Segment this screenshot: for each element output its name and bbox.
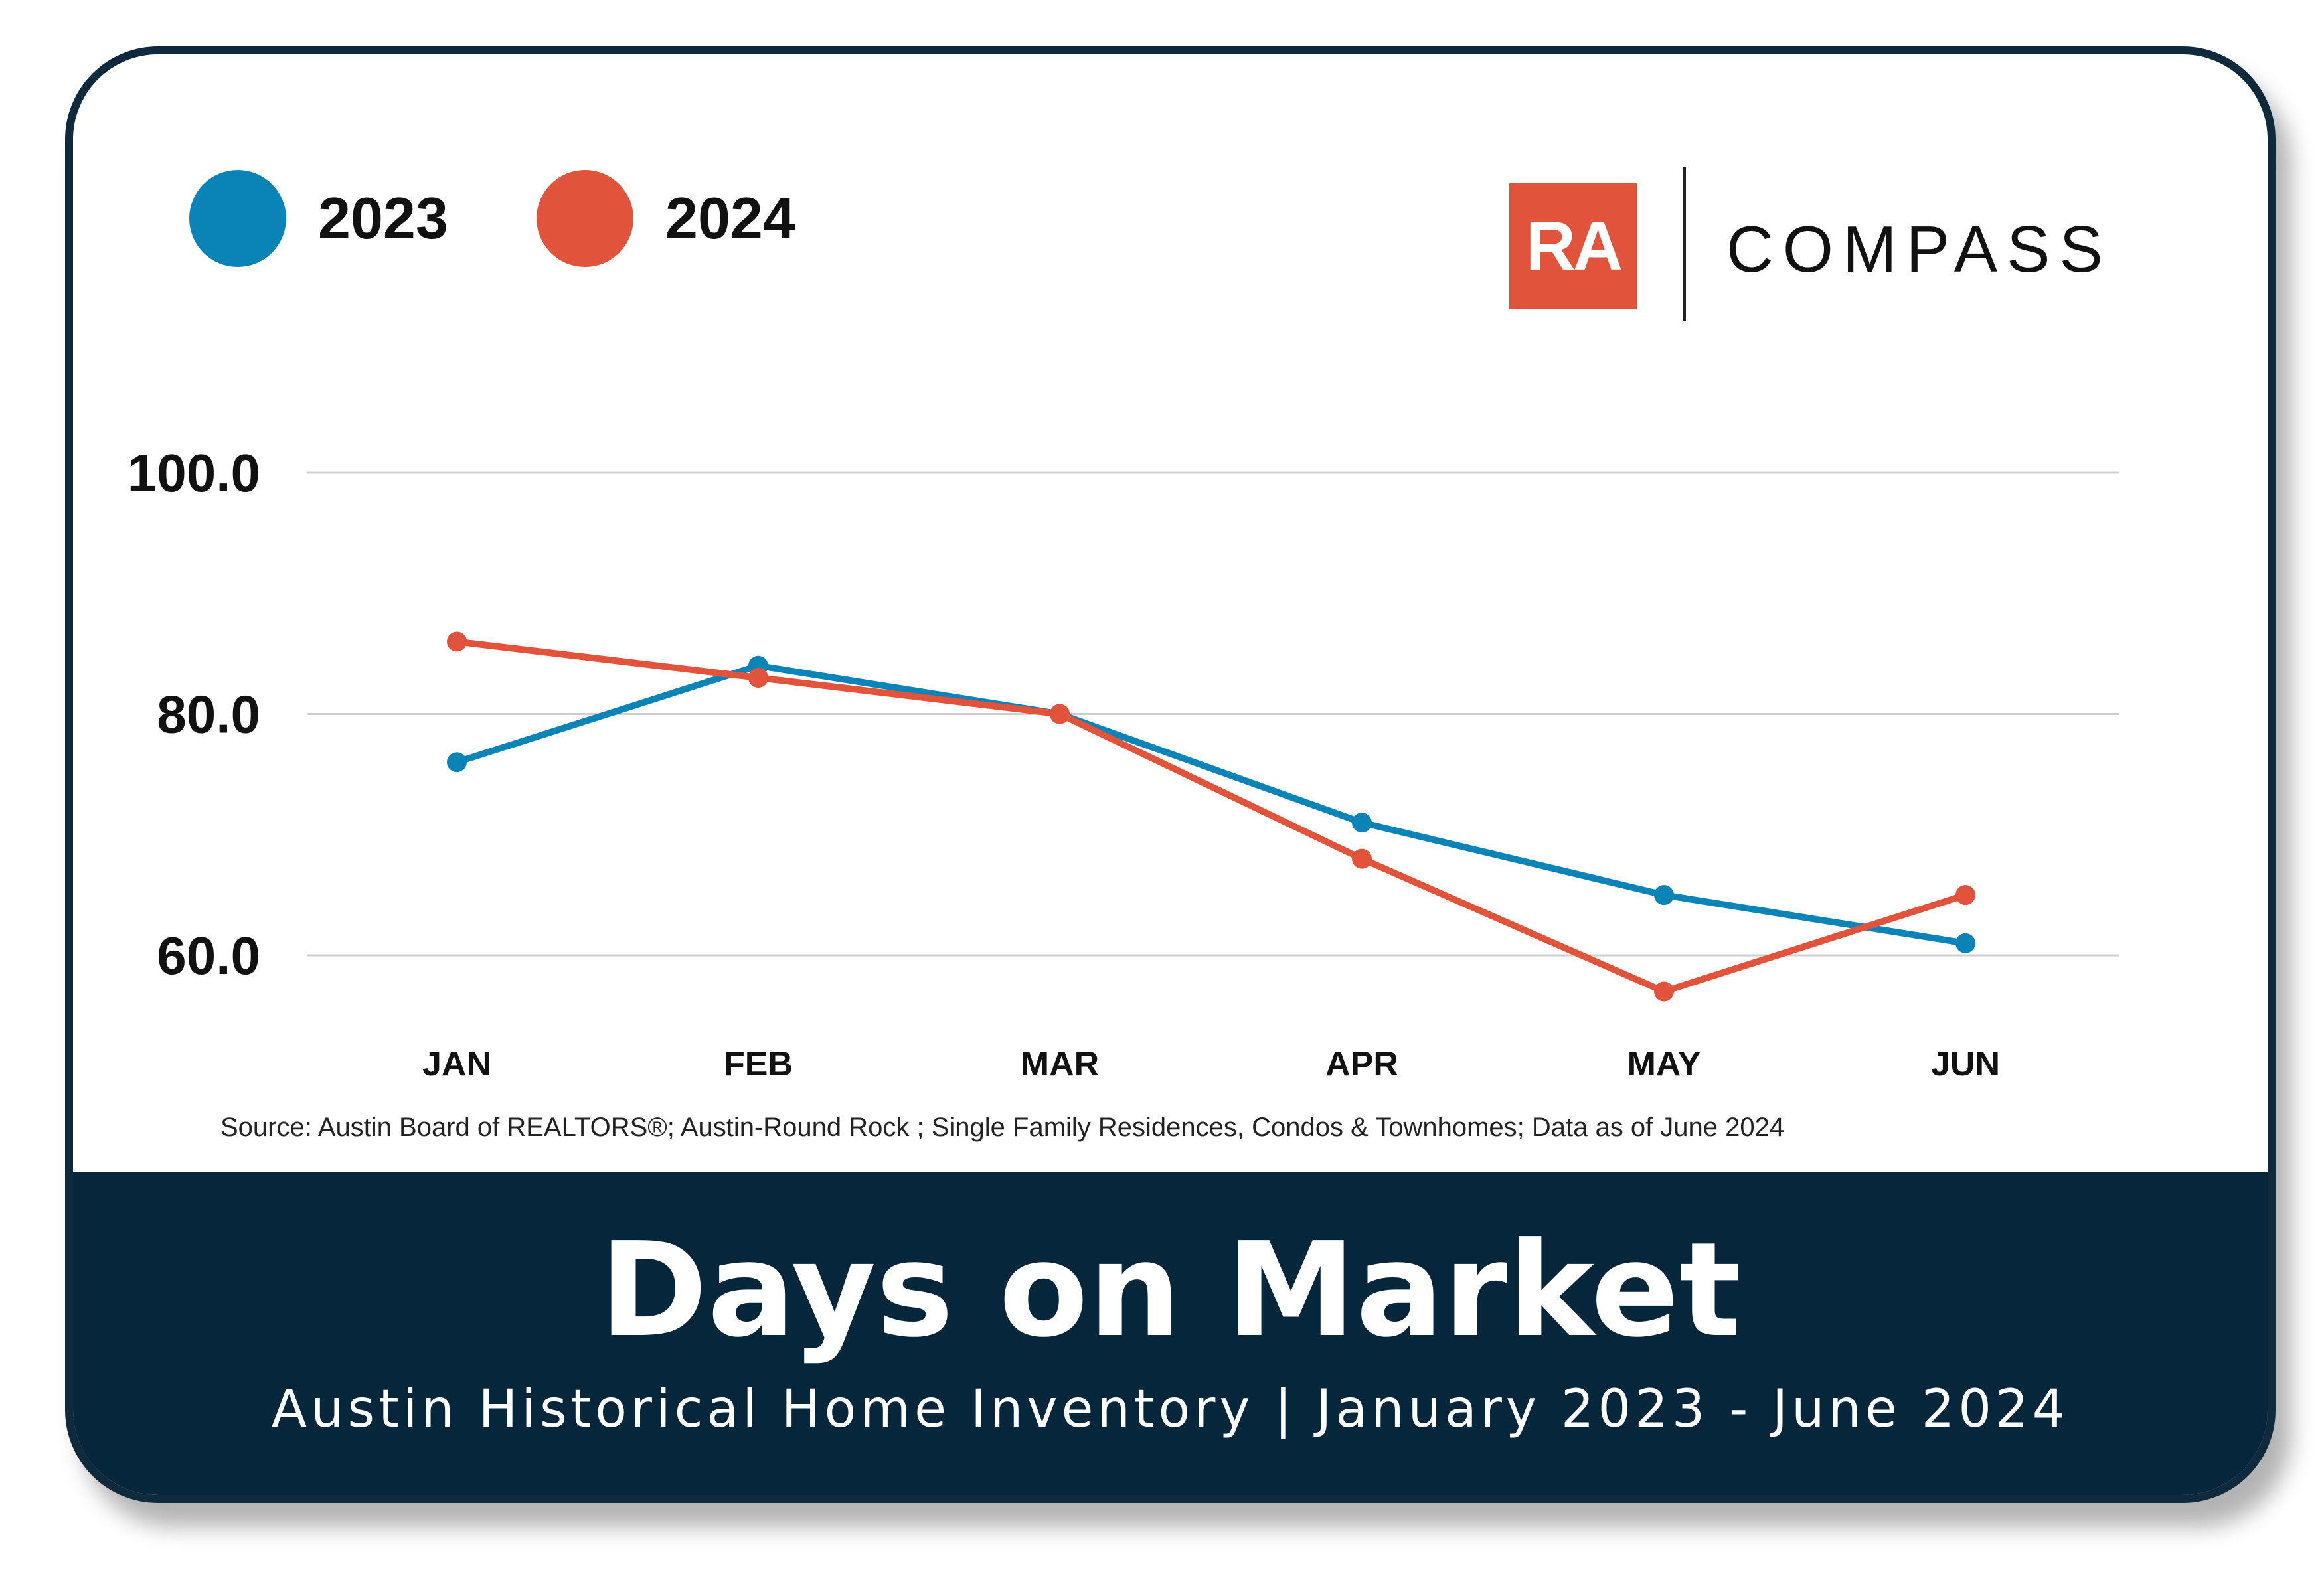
line-chart: 100.0 80.0 60.0 JAN FEB MAR APR MAY JUN	[127, 443, 2119, 1083]
logo-divider	[1683, 167, 1686, 321]
data-point-2023	[1955, 933, 1975, 953]
y-tick-label: 80.0	[157, 685, 260, 744]
ra-logo-text: RA	[1525, 207, 1623, 285]
report-card: 2023 2024 RA COMPASS 100.0 80.0 60.0 JAN FEB…	[65, 46, 2276, 1503]
legend-swatch-2023	[189, 170, 286, 267]
source-note: Source: Austin Board of REALTORS®; Austi…	[220, 1113, 1785, 1142]
y-tick-label: 60.0	[157, 926, 260, 985]
x-tick-label: FEB	[724, 1045, 793, 1083]
data-point-2023	[1654, 885, 1674, 906]
compass-logo: COMPASS	[1726, 212, 2112, 285]
data-point-2024	[447, 631, 467, 652]
series-line-2023	[454, 662, 1969, 947]
footer-banner: Days on Market Austin Historical Home In…	[73, 1172, 2268, 1495]
ra-logo: RA	[1509, 183, 1637, 309]
data-point-2023	[1352, 813, 1372, 833]
series-line-2024	[454, 638, 1969, 995]
x-tick-label: MAY	[1627, 1045, 1701, 1083]
x-tick-label: MAR	[1021, 1045, 1099, 1083]
page-title: Days on Market	[599, 1215, 1742, 1366]
data-point-2024	[1050, 704, 1070, 724]
page-subtitle: Austin Historical Home Inventory | Janua…	[271, 1379, 2070, 1439]
y-tick-label: 100.0	[127, 443, 260, 503]
legend-item-2024: 2024	[537, 169, 795, 268]
data-point-2024	[1654, 981, 1674, 1002]
x-tick-label: APR	[1325, 1045, 1398, 1083]
data-point-2024	[1955, 885, 1975, 906]
legend-item-2023: 2023	[189, 169, 448, 268]
legend-label-2023: 2023	[318, 185, 448, 251]
legend-swatch-2024	[537, 170, 633, 267]
x-tick-label: JUN	[1931, 1045, 2000, 1083]
data-point-2023	[447, 752, 467, 773]
legend-label-2024: 2024	[665, 185, 795, 251]
x-tick-label: JAN	[422, 1045, 491, 1083]
data-point-2024	[748, 667, 768, 688]
data-point-2024	[1352, 848, 1372, 869]
